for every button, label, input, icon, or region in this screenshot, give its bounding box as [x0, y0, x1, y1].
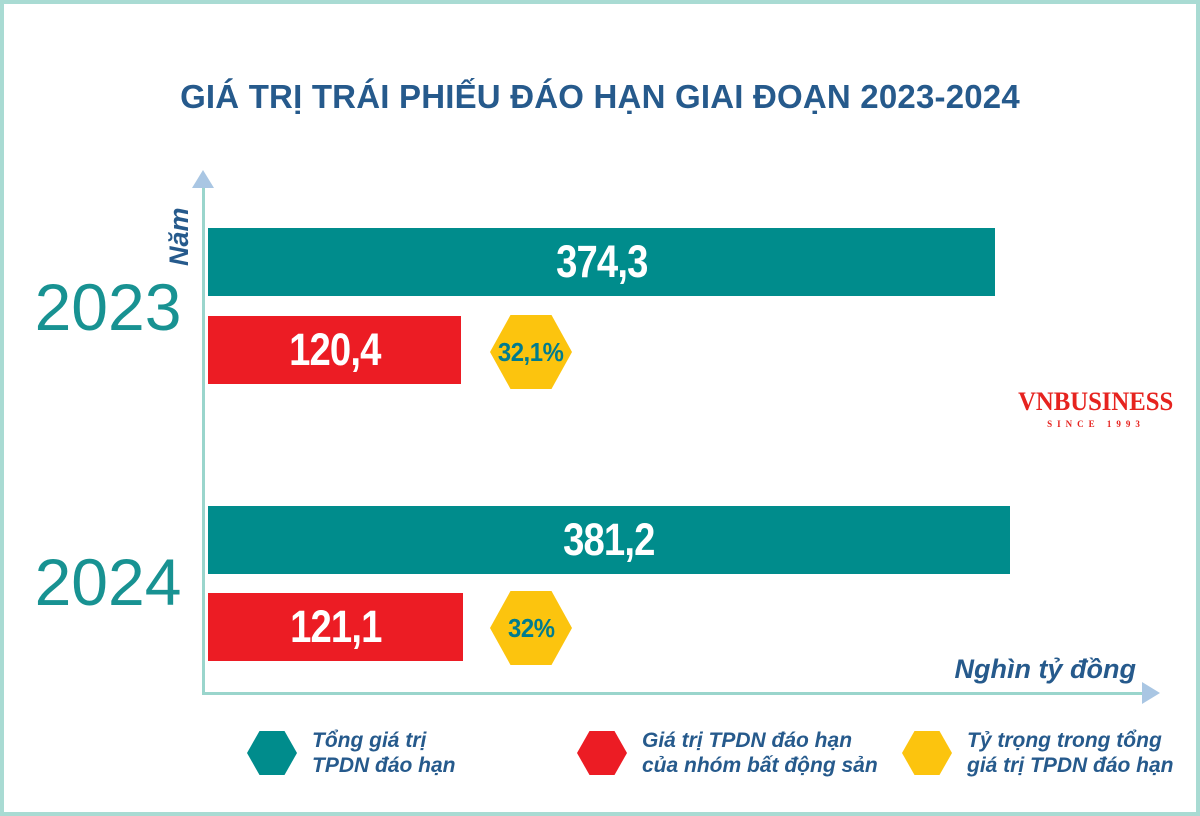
bar-2023-total: 374,3	[208, 228, 995, 296]
yellow-hexagon-icon	[902, 731, 952, 775]
share-value-2023: 32,1%	[498, 336, 564, 367]
bar-2024-total: 381,2	[208, 506, 1010, 574]
legend-item-share: Tỷ trọng trong tổng giá trị TPDN đáo hạn	[902, 728, 1174, 778]
legend-label-total: Tổng giá trị TPDN đáo hạn	[312, 728, 456, 778]
year-label-2024: 2024	[34, 545, 182, 619]
bar-value-2024-total: 381,2	[563, 514, 655, 565]
x-axis-line	[202, 692, 1144, 695]
red-hexagon-icon	[577, 731, 627, 775]
y-axis-label: Năm	[164, 207, 194, 266]
legend-label-total-line2: TPDN đáo hạn	[312, 754, 456, 777]
chart-title: GIÁ TRỊ TRÁI PHIẾU ĐÁO HẠN GIAI ĐOẠN 202…	[180, 78, 1020, 115]
teal-hexagon-icon	[247, 731, 297, 775]
year-label-2023: 2023	[34, 270, 182, 344]
bar-2024-real-estate: 121,1	[208, 593, 463, 661]
hexagon-badge-2024-share: 32%	[490, 591, 572, 665]
legend: Tổng giá trị TPDN đáo hạn Giá trị TPDN đ…	[4, 728, 1196, 798]
share-value-2024: 32%	[507, 612, 555, 643]
vnbusiness-logo: VNBUSINESS SINCE 1993	[1006, 387, 1186, 429]
legend-label-real-estate-line2: của nhóm bất động sản	[642, 754, 878, 777]
vnbusiness-logo-name: VNBUSINESS	[1018, 387, 1174, 416]
y-axis-arrow-icon	[192, 170, 214, 188]
legend-label-share-line2: giá trị TPDN đáo hạn	[967, 754, 1174, 777]
bar-value-2024-real-estate: 121,1	[289, 601, 382, 652]
x-axis-label: Nghìn tỷ đồng	[954, 654, 1136, 684]
bar-value-2023-total: 374,3	[555, 236, 648, 287]
legend-item-real-estate: Giá trị TPDN đáo hạn của nhóm bất động s…	[577, 728, 878, 778]
vnbusiness-logo-tagline: SINCE 1993	[1047, 419, 1145, 429]
hexagon-badge-2023-share: 32,1%	[490, 315, 572, 389]
legend-label-real-estate-line1: Giá trị TPDN đáo hạn	[642, 729, 853, 752]
legend-label-share-line1: Tỷ trọng trong tổng	[967, 729, 1162, 752]
legend-item-total: Tổng giá trị TPDN đáo hạn	[247, 728, 456, 778]
legend-label-real-estate: Giá trị TPDN đáo hạn của nhóm bất động s…	[642, 728, 878, 778]
x-axis-arrow-icon	[1142, 682, 1160, 704]
legend-label-total-line1: Tổng giá trị	[312, 729, 427, 752]
bar-value-2023-real-estate: 120,4	[288, 324, 381, 375]
legend-label-share: Tỷ trọng trong tổng giá trị TPDN đáo hạn	[967, 728, 1174, 778]
y-axis-line	[202, 188, 205, 694]
bar-2023-real-estate: 120,4	[208, 316, 461, 384]
